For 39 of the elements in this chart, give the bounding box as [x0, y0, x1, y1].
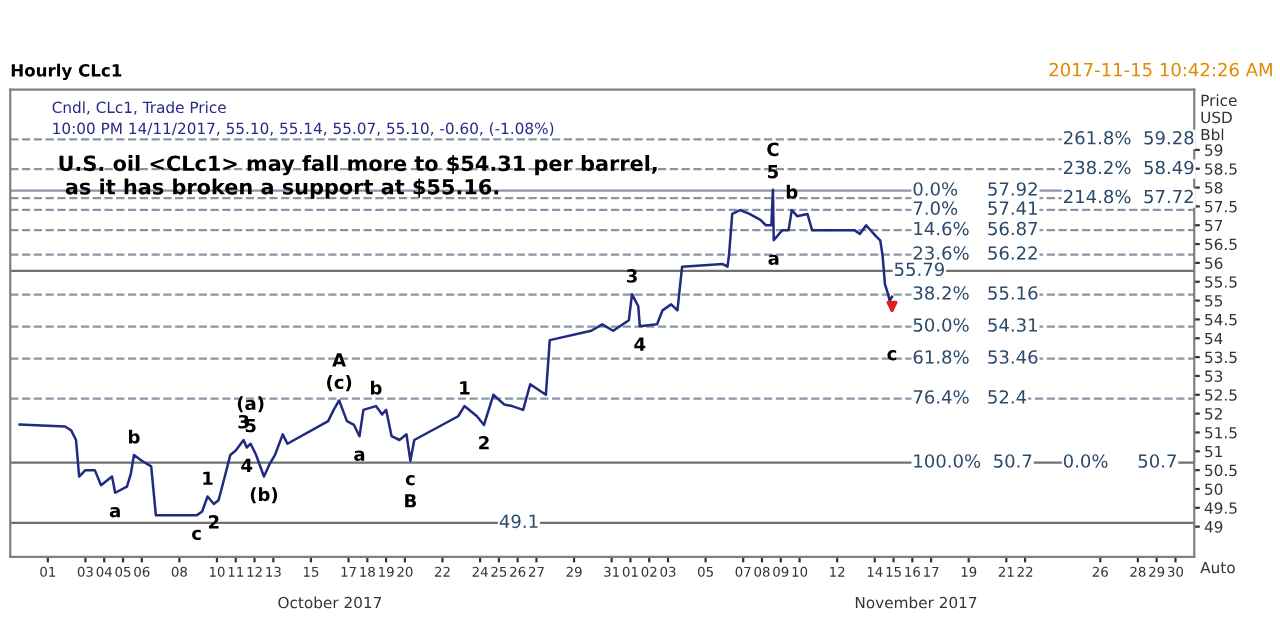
- text: 2017-11-15 10:42:26 AM: [1049, 62, 1272, 77]
- annotation: 1: [203, 471, 213, 485]
- annotation: (b): [250, 487, 278, 504]
- annotation: 76.4% 52.4: [913, 390, 1027, 404]
- annotation: U.S. oil <CLc1> may fall more to $54.31 per barrel, as it has broken a support at $55.16.: [59, 155, 657, 199]
- annotation: C: [767, 142, 779, 157]
- annotation: 7.0% 57.41: [913, 201, 1037, 216]
- annotation: b: [786, 184, 798, 199]
- annotation: b: [129, 429, 140, 444]
- annotation: 4: [634, 337, 646, 351]
- annotation: b: [370, 380, 382, 395]
- annotation: 261.8% 59.28: [1064, 130, 1194, 145]
- annotation: 100.0% 50.7: [914, 454, 1032, 468]
- annotation: 1: [460, 381, 470, 395]
- annotation: 38.2% 55.16: [913, 286, 1038, 300]
- annotation: (c): [327, 375, 352, 392]
- annotation: 50.0% 54.31: [913, 318, 1037, 332]
- annotation: 0.0% 57.92: [913, 182, 1037, 196]
- annotation: a: [109, 507, 120, 518]
- annotation: 23.6% 56.22: [913, 246, 1037, 260]
- annotation: 3: [626, 269, 637, 283]
- chart-title: Hourly CLc1: [11, 63, 122, 80]
- annotation: 14.6% 56.87: [914, 221, 1038, 236]
- annotation: 49.1: [499, 514, 538, 529]
- annotation: a: [354, 450, 365, 461]
- annotation: 5: [768, 164, 778, 179]
- annotation: B: [405, 494, 416, 508]
- annotation: 214.8% 57.72: [1064, 189, 1193, 204]
- annotation: 238.2% 58.49: [1064, 160, 1194, 175]
- annotation: (a): [237, 396, 264, 413]
- annotation: c: [405, 475, 415, 486]
- annotation: a: [768, 254, 779, 265]
- annotation: c: [192, 529, 201, 541]
- annotation: 2: [479, 435, 489, 450]
- annotation: 61.8% 53.46: [913, 350, 1038, 364]
- annotation: c: [887, 350, 897, 361]
- annotation: 0.0% 50.7: [1063, 454, 1176, 468]
- annotation: 55.79: [894, 262, 944, 277]
- annotation: A: [332, 353, 347, 367]
